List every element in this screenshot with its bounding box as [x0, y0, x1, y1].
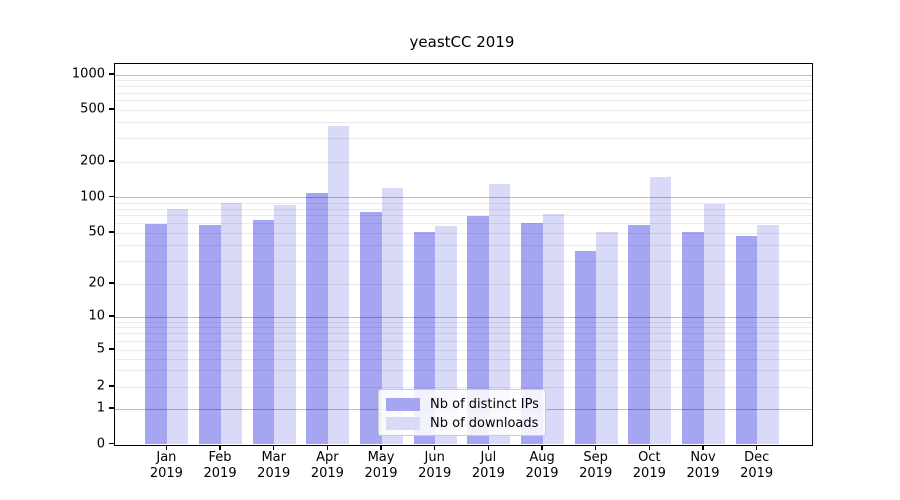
y-tick-label: 200 [80, 153, 105, 169]
x-tick-label: Sep 2019 [579, 450, 613, 481]
x-tick-mark [702, 445, 704, 450]
x-tick-mark [755, 445, 758, 450]
y-tick-label: 500 [80, 101, 105, 117]
gridline [114, 109, 812, 111]
x-tick-mark [434, 445, 436, 450]
x-tick-label: Aug 2019 [525, 450, 559, 481]
legend: Nb of distinct IPs Nb of downloads [378, 389, 546, 436]
gridline [114, 74, 812, 76]
x-tick-label: Jul 2019 [471, 450, 505, 481]
y-tick-mark [108, 108, 114, 110]
bar-distinct-ips [306, 192, 328, 445]
gridline [114, 161, 812, 163]
bar-downloads [381, 188, 404, 445]
gridline [114, 79, 812, 81]
y-tick-label: 1000 [71, 66, 105, 82]
x-tick-mark [165, 445, 168, 450]
y-tick-label: 50 [88, 224, 105, 240]
gridline [114, 85, 812, 87]
bar-distinct-ips [735, 236, 758, 445]
bar-downloads [274, 204, 296, 445]
x-tick-label: Apr 2019 [310, 450, 344, 481]
x-tick-label: Feb 2019 [203, 450, 237, 481]
y-tick-mark [108, 196, 114, 198]
gridline [114, 122, 812, 124]
bar-downloads [757, 225, 779, 445]
x-tick-label: May 2019 [364, 450, 398, 481]
gridline [114, 92, 812, 94]
gridline [114, 138, 812, 140]
y-tick-mark [108, 348, 114, 350]
x-tick-mark [648, 445, 651, 450]
y-tick-label: 5 [96, 341, 105, 357]
gridline [114, 100, 812, 102]
chart-title: yeastCC 2019 [409, 33, 515, 51]
x-tick-mark [594, 445, 597, 450]
x-tick-mark [380, 445, 382, 450]
y-tick-label: 2 [96, 378, 105, 394]
bar-downloads [166, 209, 189, 445]
bar-distinct-ips [199, 225, 221, 445]
y-tick-label: 0 [96, 436, 105, 451]
bar-downloads [596, 231, 618, 445]
gridline [114, 197, 812, 199]
x-tick-label: Jan 2019 [149, 450, 183, 481]
y-tick-mark [108, 385, 114, 387]
y-tick-mark [108, 315, 114, 317]
y-tick-mark [108, 442, 114, 445]
bar-downloads [220, 203, 243, 445]
bar-distinct-ips [682, 231, 704, 445]
x-tick-mark [219, 445, 221, 450]
legend-label-distinct-ips: Nb of distinct IPs [430, 397, 539, 412]
bar-downloads [703, 204, 725, 445]
legend-swatch-distinct-ips [386, 398, 420, 411]
x-tick-label: Jun 2019 [418, 450, 452, 481]
legend-swatch-downloads [386, 417, 420, 430]
bar-distinct-ips [628, 225, 650, 445]
x-tick-mark [487, 445, 490, 450]
bar-downloads [542, 213, 565, 445]
y-tick-label: 1 [96, 400, 105, 416]
y-tick-mark [108, 231, 114, 233]
x-tick-label: Mar 2019 [257, 450, 291, 481]
legend-label-downloads: Nb of downloads [430, 416, 539, 431]
bar-downloads [649, 176, 672, 445]
x-tick-label: Oct 2019 [632, 450, 666, 481]
x-tick-mark [541, 445, 543, 450]
y-tick-mark [108, 73, 114, 75]
x-tick-label: Dec 2019 [740, 450, 774, 481]
y-tick-mark [108, 282, 114, 284]
bar-distinct-ips [467, 215, 489, 445]
x-tick-mark [273, 445, 275, 450]
bar-distinct-ips [145, 223, 167, 445]
y-tick-mark [108, 407, 114, 409]
x-tick-label: Nov 2019 [686, 450, 720, 481]
bar-downloads [488, 184, 511, 445]
bar-distinct-ips [574, 251, 597, 445]
bar-distinct-ips [252, 219, 275, 445]
plot-area [113, 63, 813, 446]
x-tick-mark [326, 445, 329, 450]
y-tick-label: 10 [88, 308, 105, 324]
y-tick-label: 100 [80, 189, 105, 205]
y-tick-label: 20 [88, 275, 105, 291]
bar-distinct-ips [360, 211, 382, 445]
bar-downloads [327, 125, 350, 445]
y-tick-mark [108, 160, 114, 162]
